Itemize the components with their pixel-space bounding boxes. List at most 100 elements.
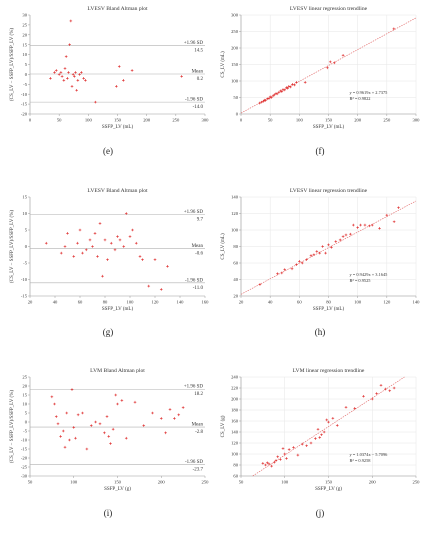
x-tick-label: 200 xyxy=(354,118,362,123)
data-point xyxy=(75,88,78,92)
data-point xyxy=(379,383,383,387)
x-tick-label: 0 xyxy=(240,118,243,123)
y-axis-label: CS_LV (mL) xyxy=(221,51,226,78)
data-point xyxy=(318,436,322,439)
y-tick-label: 15 xyxy=(22,195,27,200)
y-tick-label: 100 xyxy=(231,452,239,457)
data-point xyxy=(277,90,281,94)
data-point xyxy=(168,408,172,411)
data-point xyxy=(309,441,313,445)
y-tick-label: 5 xyxy=(25,228,28,233)
data-point xyxy=(74,71,77,74)
chart-title: LVESV Bland Altman plot xyxy=(87,188,148,194)
data-point xyxy=(291,83,294,86)
data-point xyxy=(109,442,112,445)
reference-value: -0.6 xyxy=(195,251,203,256)
y-tick-label: 25 xyxy=(22,375,27,380)
data-point xyxy=(93,232,97,235)
x-tick-label: 80 xyxy=(326,300,331,305)
data-point xyxy=(106,258,109,261)
data-point xyxy=(331,416,335,420)
x-tick-label: 200 xyxy=(143,118,151,123)
y-tick-label: 60 xyxy=(233,474,238,479)
y-tick-label: 250 xyxy=(231,29,239,34)
reference-label: +1.96 SD xyxy=(184,210,204,215)
x-tick-label: 140 xyxy=(177,300,185,305)
data-point xyxy=(82,77,85,80)
y-tick-label: -15 xyxy=(21,447,28,452)
x-tick-label: 200 xyxy=(158,480,166,485)
data-point xyxy=(116,235,119,238)
data-point xyxy=(305,444,308,448)
data-point xyxy=(295,263,298,266)
data-point xyxy=(349,232,352,236)
y-tick-label: 20 xyxy=(22,32,27,37)
data-point xyxy=(96,255,99,258)
data-point xyxy=(166,265,169,268)
data-point xyxy=(289,85,292,89)
data-point xyxy=(53,71,56,74)
data-point xyxy=(270,464,273,468)
data-point xyxy=(65,411,69,415)
data-point xyxy=(142,424,146,427)
data-point xyxy=(114,393,118,397)
x-tick-label: 100 xyxy=(296,118,304,123)
data-point xyxy=(98,422,102,426)
x-tick-label: 150 xyxy=(114,118,122,123)
x-tick-label: 40 xyxy=(53,300,58,305)
data-point xyxy=(341,53,345,57)
y-tick-label: 80 xyxy=(233,244,238,249)
y-tick-label: 5 xyxy=(25,411,28,416)
data-point xyxy=(78,228,82,232)
data-point xyxy=(71,73,75,76)
x-axis-label: SSFP_LV (mL) xyxy=(313,307,345,312)
data-point xyxy=(359,223,362,227)
data-point xyxy=(180,75,183,78)
data-point xyxy=(159,417,163,420)
data-point xyxy=(296,453,300,457)
data-point xyxy=(333,61,336,65)
y-tick-label: -20 xyxy=(21,456,28,461)
data-point xyxy=(53,402,56,406)
data-point xyxy=(281,88,285,91)
data-point xyxy=(261,100,265,103)
data-point xyxy=(115,84,118,88)
data-point xyxy=(70,388,74,391)
x-tick-label: 250 xyxy=(202,480,210,485)
data-point xyxy=(344,405,348,409)
data-point xyxy=(303,81,307,84)
data-point xyxy=(59,435,62,438)
data-point xyxy=(261,462,265,465)
data-point xyxy=(330,246,333,249)
x-tick-label: 80 xyxy=(103,300,108,305)
data-point xyxy=(54,69,58,72)
data-point xyxy=(370,223,374,227)
data-point xyxy=(378,227,381,230)
y-tick-label: -15 xyxy=(21,294,28,299)
y-tick-label: 140 xyxy=(231,430,239,435)
x-tick-label: 140 xyxy=(413,300,421,305)
data-point xyxy=(276,455,280,459)
data-point xyxy=(370,397,374,401)
data-point xyxy=(292,446,295,449)
data-point xyxy=(280,271,284,275)
data-point xyxy=(384,387,387,391)
data-point xyxy=(105,415,109,418)
data-point xyxy=(328,60,332,64)
data-point xyxy=(128,235,132,238)
reference-label: Mean xyxy=(192,423,204,428)
data-point xyxy=(61,429,65,433)
data-point xyxy=(66,77,69,80)
x-axis-label: SSFP_LV (g) xyxy=(315,487,342,492)
data-point xyxy=(270,96,273,99)
data-point xyxy=(164,431,167,435)
reference-value: -11.0 xyxy=(193,286,204,291)
data-point xyxy=(70,84,74,88)
data-point xyxy=(59,251,63,255)
y-tick-label: 0 xyxy=(25,420,28,425)
data-point xyxy=(81,411,84,415)
chart-title: LVESV linear regression trendline xyxy=(290,6,368,12)
y-tick-label: 140 xyxy=(231,195,239,200)
